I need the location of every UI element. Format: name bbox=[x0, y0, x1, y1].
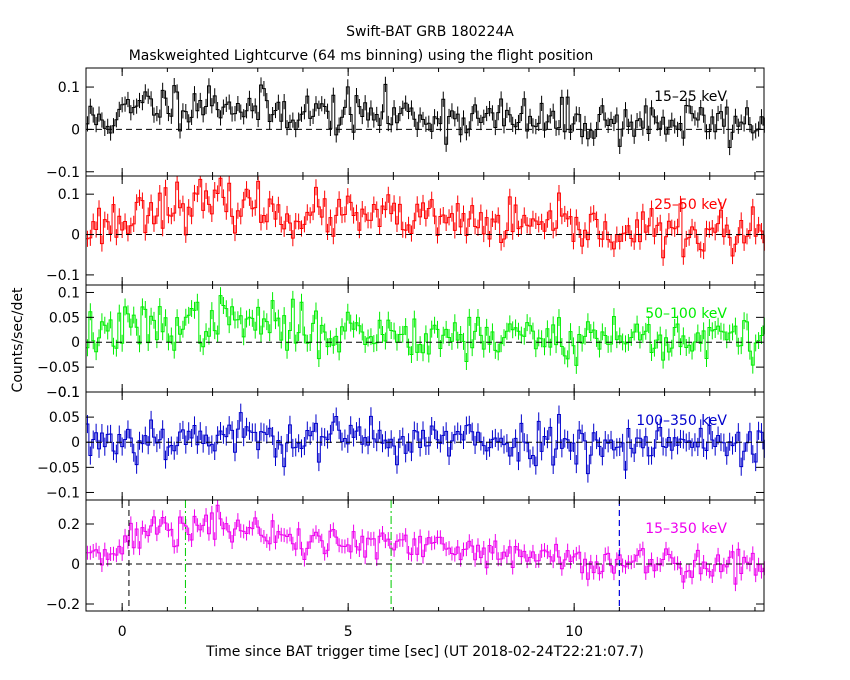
band-label: 25–50 keV bbox=[654, 197, 727, 213]
chart-subtitle: Maskweighted Lightcurve (64 ms binning) … bbox=[129, 48, 594, 64]
y-tick-label: 0.1 bbox=[58, 80, 80, 96]
y-tick-label: 0.2 bbox=[58, 517, 80, 533]
series-line bbox=[86, 504, 764, 585]
series-errorbars bbox=[86, 287, 765, 374]
y-tick-label: −0.05 bbox=[37, 360, 80, 376]
y-tick-label: 0.05 bbox=[49, 410, 80, 426]
series-errorbars bbox=[86, 176, 765, 266]
x-axis-label: Time since BAT trigger time [sec] (UT 20… bbox=[205, 644, 644, 660]
panel-100-350-kev: 0.1 0.05 0 −0.05 −0.1 100–350 keV bbox=[37, 385, 765, 501]
x-tick-label: 10 bbox=[565, 624, 583, 640]
y-tick-label: 0.1 bbox=[58, 285, 80, 301]
y-tick-label: 0.1 bbox=[58, 187, 80, 203]
y-tick-label: −0.1 bbox=[46, 165, 80, 181]
y-tick-label: 0 bbox=[71, 557, 80, 573]
panels-group: 0.1 0 −0.1 15–25 keV 0.1 0 −0.1 25–50 keV 0.1 0.0… bbox=[37, 67, 765, 640]
panel-frame bbox=[85, 499, 765, 612]
y-tick-label: 0 bbox=[71, 435, 80, 451]
y-tick-label: −0.2 bbox=[46, 597, 80, 613]
y-tick-label: 0.05 bbox=[49, 310, 80, 326]
series-line bbox=[86, 83, 764, 148]
y-tick-label: 0 bbox=[71, 335, 80, 351]
band-label: 15–25 keV bbox=[654, 89, 727, 105]
y-tick-label: −0.05 bbox=[37, 460, 80, 476]
band-label: 100–350 keV bbox=[636, 413, 727, 429]
y-tick-label: 0 bbox=[71, 228, 80, 244]
band-label: 50–100 keV bbox=[645, 306, 727, 322]
x-tick-label: 0 bbox=[118, 624, 127, 640]
series-errorbars bbox=[86, 500, 765, 592]
chart-title: Swift-BAT GRB 180224A bbox=[346, 24, 514, 40]
y-tick-label: −0.1 bbox=[46, 485, 80, 501]
panel-frame bbox=[85, 284, 765, 393]
y-tick-label: 0 bbox=[71, 122, 80, 138]
series-line bbox=[86, 295, 764, 366]
panel-15-25-kev: 0.1 0 −0.1 15–25 keV bbox=[46, 67, 765, 181]
y-tick-label: −0.1 bbox=[46, 268, 80, 284]
series-line bbox=[86, 177, 764, 259]
y-axis-label: Counts/sec/det bbox=[10, 287, 26, 392]
x-tick-label: 5 bbox=[344, 624, 353, 640]
series-line bbox=[86, 412, 764, 475]
y-tick-label: 0.1 bbox=[58, 385, 80, 401]
panel-25-50-kev: 0.1 0 −0.1 25–50 keV bbox=[46, 175, 765, 286]
y-tick-label: −0.1 bbox=[46, 385, 80, 401]
panel-50-100-kev: 0.1 0.05 0 −0.05 −0.1 50–100 keV bbox=[37, 284, 765, 401]
band-label: 15–350 keV bbox=[645, 521, 727, 537]
panel-15-350-kev: 0.2 0 −0.2 15–350 keV bbox=[46, 499, 765, 613]
